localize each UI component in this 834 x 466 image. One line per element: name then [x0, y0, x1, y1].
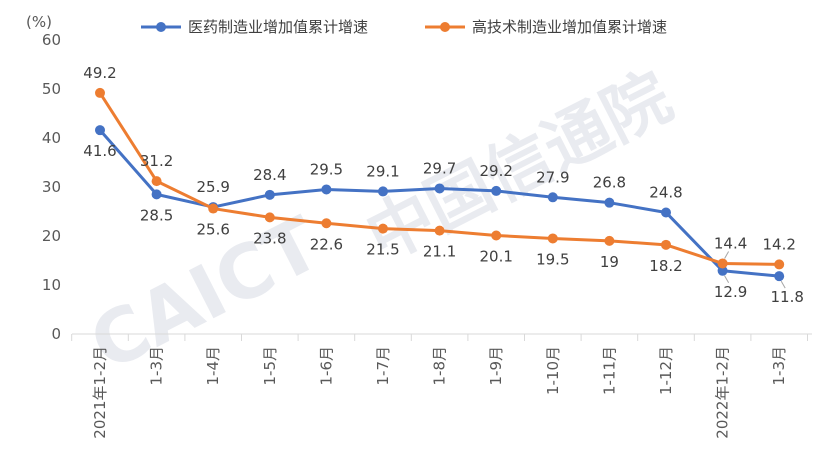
data-label-series-2: 21.1 — [423, 243, 456, 261]
data-label-series-2: 19 — [600, 253, 619, 271]
data-point-series-1 — [434, 183, 445, 194]
data-label-series-2: 22.6 — [310, 235, 343, 253]
data-label-series-2: 31.2 — [140, 152, 173, 170]
x-tick-label: 2021年1-2月 — [91, 346, 109, 439]
data-point-series-2 — [321, 218, 332, 229]
data-point-series-2 — [491, 230, 502, 241]
data-label-series-2: 14.4 — [714, 234, 747, 252]
data-point-series-2 — [208, 203, 219, 214]
x-tick-label: 1-7月 — [374, 346, 392, 386]
x-tick-label: 1-9月 — [487, 346, 505, 386]
data-labels: 41.6 28.5 25.9 28.4 29.5 29.1 29.7 29.2 27.9 26.8… — [83, 64, 804, 306]
y-tick-label: 20 — [42, 227, 61, 245]
y-tick-label: 50 — [42, 80, 61, 98]
x-tick-label: 1-12月 — [657, 346, 675, 395]
data-label-series-2: 19.5 — [536, 250, 569, 268]
data-label-series-1: 25.9 — [196, 178, 229, 196]
data-label-series-1: 28.4 — [253, 166, 286, 184]
data-label-series-2: 14.2 — [762, 235, 795, 253]
data-point-series-2 — [547, 233, 558, 244]
data-label-series-2: 23.8 — [253, 229, 286, 247]
data-label-series-1: 27.9 — [536, 168, 569, 186]
axes: (%) 0 10 20 30 40 50 60 2021年1-2月 1-3月 1-4月 1-5月 1-6… — [26, 13, 812, 439]
data-point-series-2 — [95, 87, 105, 98]
leader-line — [724, 275, 730, 284]
data-point-series-2 — [378, 223, 388, 234]
data-label-series-1: 12.9 — [714, 283, 747, 301]
legend-label-1: 医药制造业增加值累计增速 — [188, 18, 368, 36]
data-label-series-2: 49.2 — [83, 64, 116, 82]
data-label-series-2: 21.5 — [366, 241, 399, 259]
data-point-series-1 — [321, 184, 332, 195]
data-point-series-2 — [774, 259, 785, 270]
data-label-series-1: 41.6 — [83, 142, 116, 160]
x-tick-label: 1-6月 — [317, 346, 335, 386]
y-tick-label: 40 — [42, 129, 61, 147]
x-tick-label: 1-3月 — [148, 346, 166, 386]
data-label-series-1: 29.5 — [310, 160, 343, 178]
data-point-series-1 — [604, 197, 615, 208]
data-point-series-1 — [717, 265, 728, 276]
data-point-series-2 — [434, 225, 445, 236]
legend: 医药制造业增加值累计增速 高技术制造业增加值累计增速 — [141, 18, 667, 36]
y-tick-label: 10 — [42, 276, 61, 294]
y-tick-label: 60 — [42, 31, 61, 49]
x-tick-label: 1-5月 — [261, 346, 279, 386]
data-point-series-2 — [717, 258, 728, 269]
data-label-series-1: 28.5 — [140, 206, 173, 224]
y-tick-label: 30 — [42, 178, 61, 196]
x-tick-label: 1-11月 — [600, 346, 618, 395]
data-point-series-1 — [378, 186, 388, 197]
leader-line — [724, 251, 730, 259]
series — [95, 87, 785, 282]
data-label-series-1: 29.2 — [479, 162, 512, 180]
data-label-series-1: 29.1 — [366, 162, 399, 180]
data-label-series-1: 29.7 — [423, 159, 456, 177]
data-label-series-2: 18.2 — [649, 257, 682, 275]
legend-swatch-marker-2 — [440, 22, 450, 32]
leader-line — [780, 280, 786, 289]
x-tick-label: 1-8月 — [431, 346, 449, 386]
data-label-series-1: 11.8 — [770, 288, 803, 306]
x-tick-label: 1-3月 — [770, 346, 788, 386]
y-tick-label: 0 — [51, 325, 61, 343]
data-point-series-2 — [604, 235, 615, 246]
data-point-series-1 — [151, 189, 162, 200]
data-point-series-1 — [264, 189, 275, 200]
legend-swatch-marker-1 — [156, 22, 166, 32]
legend-label-2: 高技术制造业增加值累计增速 — [472, 18, 667, 36]
x-tick-label: 1-10月 — [544, 346, 562, 395]
data-point-series-2 — [661, 239, 671, 250]
data-point-series-1 — [774, 271, 785, 282]
data-point-series-1 — [661, 207, 671, 218]
x-tick-label: 2022年1-2月 — [714, 346, 732, 439]
data-point-series-2 — [264, 212, 275, 223]
unit-label: (%) — [26, 13, 52, 31]
data-label-series-1: 26.8 — [593, 174, 626, 192]
x-tick-label: 1-4月 — [204, 346, 222, 386]
data-label-series-1: 24.8 — [649, 183, 682, 201]
data-point-series-1 — [547, 192, 558, 203]
data-point-series-2 — [151, 176, 162, 187]
data-point-series-1 — [491, 185, 502, 196]
data-label-series-2: 20.1 — [479, 248, 512, 266]
data-point-series-1 — [95, 125, 105, 136]
data-label-series-2: 25.6 — [196, 221, 229, 239]
